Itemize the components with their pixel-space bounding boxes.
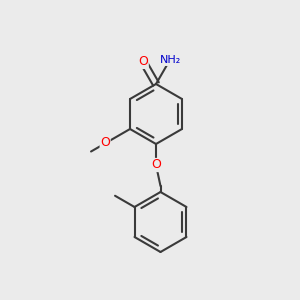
Text: O: O — [138, 56, 148, 68]
Text: NH₂: NH₂ — [160, 56, 181, 65]
Text: O: O — [100, 136, 110, 149]
Text: O: O — [151, 158, 161, 172]
